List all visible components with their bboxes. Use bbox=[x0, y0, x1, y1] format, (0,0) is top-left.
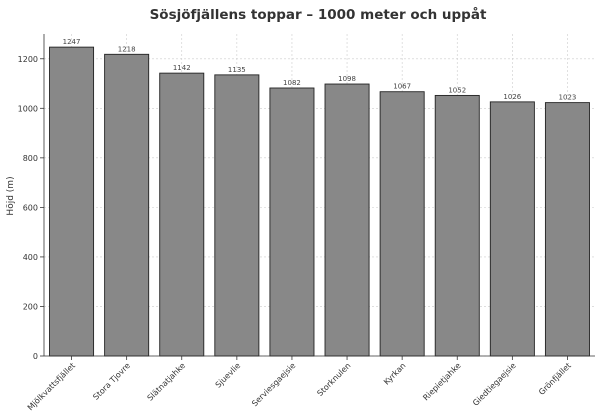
bar-value-label: 1218 bbox=[118, 45, 136, 53]
chart-title: Sösjöfjällens toppar – 1000 meter och up… bbox=[150, 6, 487, 23]
y-axis-label: Höjd (m) bbox=[6, 176, 16, 215]
x-tick-label: Riepietjahke bbox=[421, 361, 462, 402]
x-tick-label: Kyrkan bbox=[382, 361, 408, 387]
y-tick-label: 400 bbox=[23, 253, 38, 262]
y-tick-label: 1000 bbox=[18, 104, 38, 113]
y-tick-label: 1200 bbox=[18, 55, 38, 64]
bar bbox=[104, 53, 150, 357]
y-tick-label: 800 bbox=[23, 154, 38, 163]
bar-value-label: 1247 bbox=[63, 38, 81, 46]
bar bbox=[489, 101, 535, 357]
bar-value-label: 1098 bbox=[338, 75, 356, 83]
x-tick-label: Grönfjället bbox=[537, 361, 573, 397]
axes-layer bbox=[40, 34, 595, 360]
x-tick-label: Stora Tjovre bbox=[91, 361, 132, 402]
bar-value-label: 1067 bbox=[393, 83, 411, 91]
bar bbox=[434, 94, 480, 357]
x-tick-label: Sjuevlie bbox=[214, 361, 243, 390]
bar-value-label: 1052 bbox=[448, 86, 466, 94]
bar bbox=[159, 72, 205, 357]
bar-value-label: 1142 bbox=[173, 64, 191, 72]
bar-value-label: 1082 bbox=[283, 79, 301, 87]
y-tick-label: 600 bbox=[23, 203, 38, 212]
x-tick-label: Giedtiegaejsie bbox=[471, 361, 518, 408]
bar-value-label: 1023 bbox=[559, 94, 577, 102]
y-tick-label: 200 bbox=[23, 302, 38, 311]
x-tick-label: Slätnatjahke bbox=[146, 361, 188, 403]
bar bbox=[269, 87, 315, 357]
bar-value-label: 1135 bbox=[228, 66, 246, 74]
bar bbox=[324, 83, 370, 357]
bar bbox=[49, 46, 95, 357]
bar-value-label: 1026 bbox=[503, 93, 521, 101]
x-tick-label: Storknulen bbox=[315, 361, 352, 398]
bar bbox=[214, 74, 260, 357]
x-tick-label: Serviesgaejsie bbox=[250, 361, 297, 408]
bar bbox=[544, 102, 590, 357]
x-tick-label: Mjölkvattsfjället bbox=[26, 361, 77, 412]
bar bbox=[379, 91, 425, 357]
y-tick-label: 0 bbox=[33, 352, 38, 361]
